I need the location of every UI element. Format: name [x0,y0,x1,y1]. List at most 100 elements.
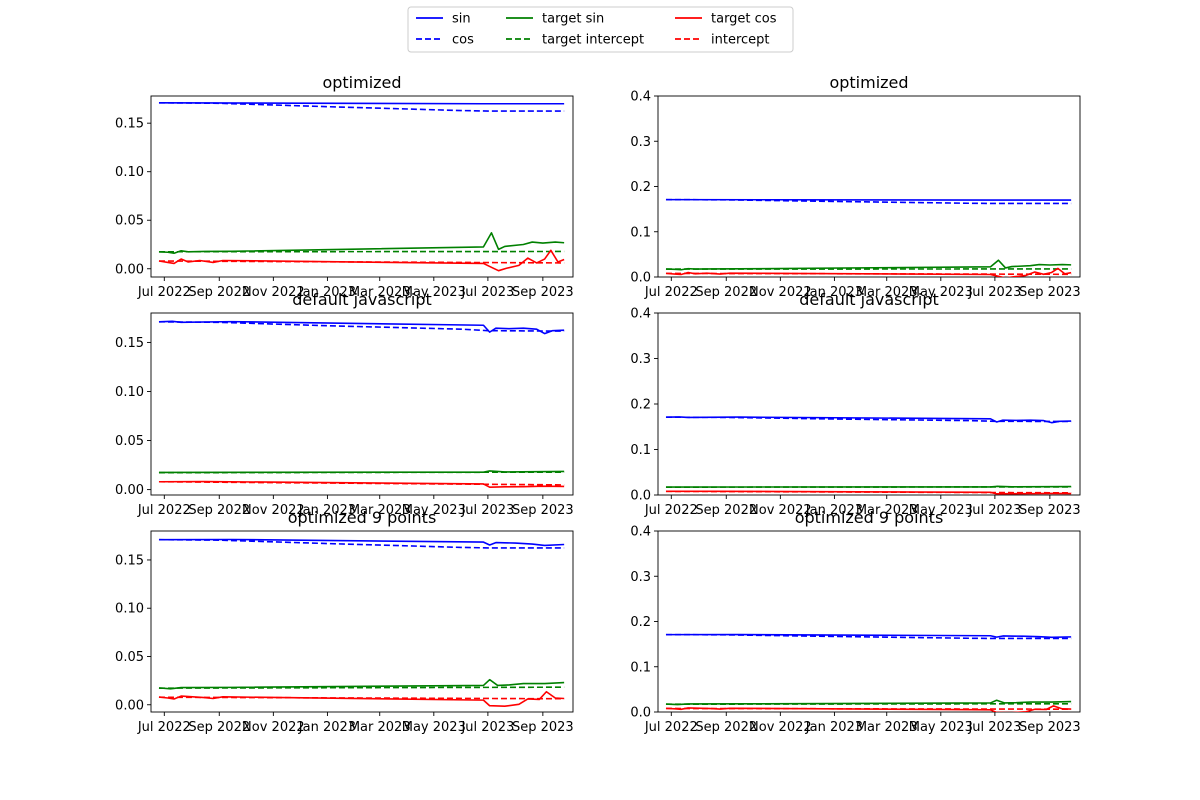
y-tick-label: 0.0 [630,489,651,504]
x-tick-label: Nov 2022 [749,503,812,518]
x-tick-label: Jul 2022 [137,503,191,518]
y-tick-label: 0.05 [115,434,144,449]
x-tick-label: Mar 2023 [856,285,918,300]
x-tick-label: Nov 2022 [749,720,812,735]
axes-frame [150,95,574,278]
series-line-cos [158,321,565,332]
legend-label: target cos [711,12,777,27]
series-line-cos [665,198,1072,205]
panel-title: default javascript [799,290,939,309]
x-tick-label: Jul 2022 [137,720,191,735]
x-tick-label: Jul 2022 [644,720,698,735]
y-tick-label: 0.1 [630,225,651,240]
x-tick-label: Jan 2023 [298,285,356,300]
series-line-intercept [158,480,565,486]
x-tick-label: Mar 2023 [349,285,411,300]
series-group [665,198,1072,277]
x-tick-label: Jan 2023 [298,503,356,518]
panel-title: optimized [322,73,401,92]
y-tick-label: 0.2 [630,180,651,195]
x-tick-label: Mar 2023 [349,503,411,518]
series-group [158,320,565,488]
x-tick-label: Sep 2023 [1019,285,1081,300]
y-tick-label: 0.2 [630,615,651,630]
x-tick-label: Sep 2023 [512,720,574,735]
x-tick-label: Nov 2022 [242,503,305,518]
series-line-target-intercept [158,471,565,474]
y-tick-label: 0.15 [115,553,144,568]
y-tick-label: 0.00 [115,483,144,498]
y-tick-label: 0.2 [630,398,651,413]
y-tick-label: 0.1 [630,660,651,675]
x-tick-label: Jan 2023 [805,720,863,735]
y-tick-label: 0.1 [630,443,651,458]
y-tick-label: 0.4 [630,90,651,105]
y-tick-label: 0.10 [115,385,144,400]
x-tick-label: Jul 2022 [644,503,698,518]
series-line-intercept [665,490,1072,494]
axes-frame [150,530,574,713]
x-tick-label: Jul 2022 [644,285,698,300]
series-line-sin [158,538,565,547]
legend-label: target sin [542,12,604,27]
x-tick-label: Mar 2023 [349,720,411,735]
x-tick-label: Sep 2022 [188,720,250,735]
x-tick-label: May 2023 [402,285,466,300]
series-group [158,101,565,272]
legend-label: cos [452,33,474,48]
x-tick-label: Nov 2022 [749,285,812,300]
x-tick-label: Jul 2023 [967,720,1021,735]
series-line-cos [665,416,1072,423]
series-line-cos [665,633,1072,640]
panel-title: optimized 9 points [288,508,437,527]
x-tick-label: Sep 2022 [188,503,250,518]
panel-title: default javascript [292,290,432,309]
x-tick-label: Jan 2023 [805,503,863,518]
x-tick-label: Sep 2022 [695,503,757,518]
x-tick-label: Jul 2023 [460,720,514,735]
series-line-intercept [158,696,565,700]
series-line-intercept [158,260,565,264]
series-line-target-cos [158,249,565,272]
x-tick-label: Jul 2023 [967,503,1021,518]
x-tick-label: Jan 2023 [805,285,863,300]
y-tick-label: 0.05 [115,650,144,665]
x-tick-label: Mar 2023 [856,720,918,735]
y-tick-label: 0.4 [630,307,651,322]
panel-title: optimized [829,73,908,92]
x-tick-label: Sep 2023 [1019,720,1081,735]
axes-frame [657,530,1081,713]
y-tick-label: 0.3 [630,135,651,150]
series-line-cos [158,101,565,112]
axes-frame [657,312,1081,496]
axes-frame [657,95,1081,278]
x-tick-label: Sep 2023 [1019,503,1081,518]
y-tick-label: 0.15 [115,117,144,132]
x-tick-label: Jul 2023 [460,285,514,300]
x-tick-label: May 2023 [909,720,973,735]
legend-label: sin [452,12,471,27]
y-tick-label: 0.3 [630,570,651,585]
panel-title: optimized 9 points [795,508,944,527]
y-tick-label: 0.15 [115,336,144,351]
x-tick-label: Sep 2023 [512,503,574,518]
x-tick-label: Nov 2022 [242,720,305,735]
x-tick-label: May 2023 [909,285,973,300]
y-tick-label: 0.10 [115,602,144,617]
y-tick-label: 0.0 [630,706,651,721]
series-line-target-cos [665,267,1072,277]
series-line-intercept [665,272,1072,276]
x-tick-label: May 2023 [909,503,973,518]
series-group [665,416,1072,495]
y-tick-label: 0.10 [115,165,144,180]
x-tick-label: Jan 2023 [298,720,356,735]
series-line-intercept [665,707,1072,710]
